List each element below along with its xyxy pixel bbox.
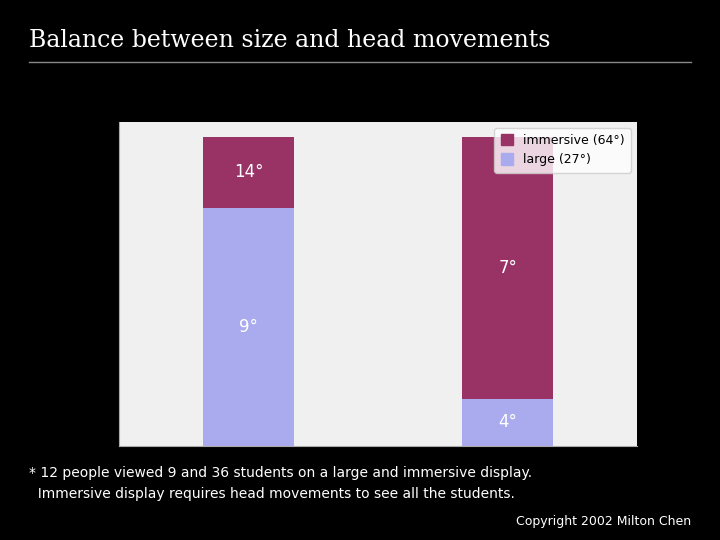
Text: Immersive display requires head movements to see all the students.: Immersive display requires head movement… <box>29 487 515 501</box>
Legend: immersive (64°), large (27°): immersive (64°), large (27°) <box>495 128 631 172</box>
Bar <box>462 137 553 399</box>
Text: Balance between size and head movements: Balance between size and head movements <box>29 29 550 52</box>
Bar <box>462 399 553 446</box>
Text: 4°: 4° <box>498 413 517 431</box>
Text: 9°: 9° <box>239 318 258 336</box>
Bar <box>203 208 294 446</box>
X-axis label: class size: class size <box>341 473 415 487</box>
Text: 14°: 14° <box>234 164 263 181</box>
Bar <box>203 137 294 208</box>
Text: Copyright 2002 Milton Chen: Copyright 2002 Milton Chen <box>516 515 691 528</box>
Text: 7°: 7° <box>498 259 517 277</box>
Text: * 12 people viewed 9 and 36 students on a large and immersive display.: * 12 people viewed 9 and 36 students on … <box>29 465 532 480</box>
Y-axis label: preference: preference <box>54 241 68 326</box>
